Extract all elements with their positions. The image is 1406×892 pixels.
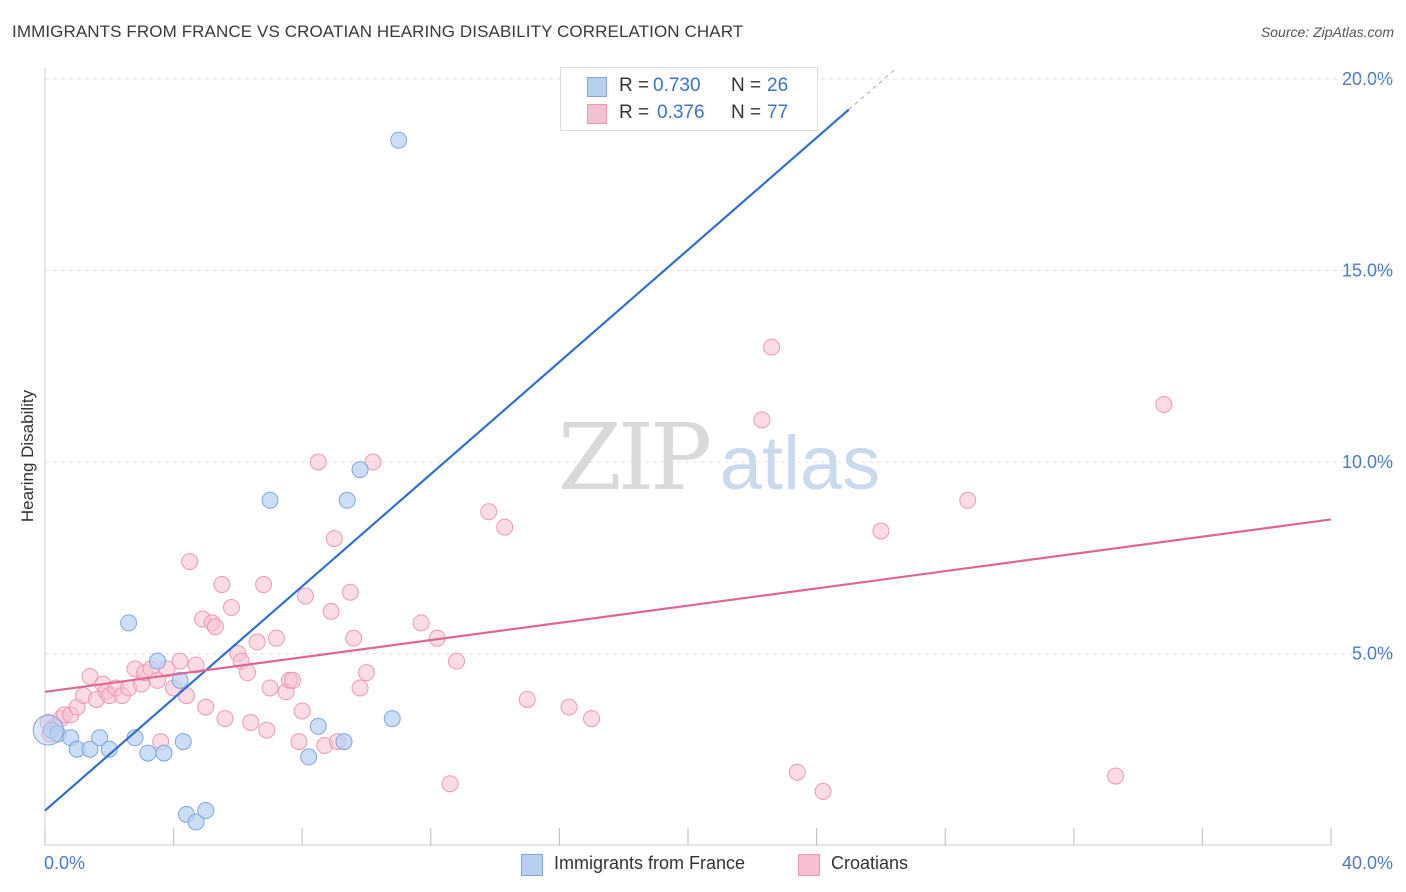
- croatian-swatch: [798, 854, 820, 876]
- watermark-atlas: atlas: [720, 421, 881, 506]
- croatian-point: [322, 602, 340, 620]
- croatian-point: [309, 453, 327, 471]
- croatian-point: [206, 618, 224, 636]
- axis-layer: Hearing Disability 0.0% 40.0%: [18, 389, 1393, 873]
- croatian-swatch: [587, 104, 607, 124]
- croatian-point: [171, 652, 189, 670]
- croatian-point: [518, 690, 536, 708]
- croatian-point: [267, 629, 285, 647]
- stats-legend: R = 0.730 N = 26 R = 0.376 N = 77: [560, 67, 818, 131]
- france-point: [155, 744, 173, 762]
- croatian-point: [325, 530, 343, 548]
- y-tick-label: 10.0%: [1342, 452, 1393, 472]
- croatian-point: [255, 576, 273, 594]
- y-tick-label: 5.0%: [1352, 644, 1393, 664]
- watermark-zip: ZIP: [558, 404, 709, 511]
- france-point: [149, 652, 167, 670]
- france-point: [81, 740, 99, 758]
- france-point: [261, 491, 279, 509]
- france-point: [174, 733, 192, 751]
- y-axis-title: Hearing Disability: [18, 389, 37, 522]
- croatian-trend-line: [44, 518, 1332, 693]
- france-point: [300, 748, 318, 766]
- source-label: Source: ZipAtlas.com: [1260, 24, 1394, 40]
- france-point: [120, 614, 138, 632]
- croatian-point: [480, 503, 498, 521]
- croatian-point: [258, 721, 276, 739]
- france-point: [383, 710, 401, 728]
- croatian-point: [284, 671, 302, 689]
- france-point-cluster: [32, 714, 64, 746]
- croatian-point: [560, 698, 578, 716]
- france-trend-line: [44, 108, 850, 812]
- croatian-point: [296, 587, 314, 605]
- x-tick-label-min: 0.0%: [44, 853, 85, 873]
- croatian-point: [290, 733, 308, 751]
- bottom-legend-label: Croatians: [831, 853, 909, 873]
- croatian-point: [1155, 396, 1173, 414]
- france-point: [171, 671, 189, 689]
- croatian-point: [181, 553, 199, 571]
- croatian-point: [213, 576, 231, 594]
- croatian-point: [496, 518, 514, 536]
- france-point: [187, 813, 205, 831]
- croatian-point: [293, 702, 311, 720]
- legend-n-label: N =: [731, 75, 762, 96]
- croatian-point: [814, 782, 832, 800]
- croatian-point: [763, 338, 781, 356]
- croatian-point: [441, 775, 459, 793]
- france-point: [351, 461, 369, 479]
- croatian-point: [239, 664, 257, 682]
- france-swatch: [587, 77, 607, 97]
- croatian-point: [177, 687, 195, 705]
- watermark: ZIP atlas: [558, 404, 880, 511]
- croatian-point: [242, 713, 260, 731]
- croatian-point: [248, 633, 266, 651]
- croatian-point: [872, 522, 890, 540]
- france-point: [338, 491, 356, 509]
- legend-r-label: R =: [619, 75, 650, 96]
- grid-layer: 5.0%10.0%15.0%20.0%: [44, 68, 1393, 846]
- trend-lines: [44, 67, 1332, 812]
- croatian-point: [341, 583, 359, 601]
- france-point: [100, 740, 118, 758]
- croatian-point: [448, 652, 466, 670]
- france-point: [309, 717, 327, 735]
- legend-n-value: 77: [767, 102, 789, 123]
- france-point: [139, 744, 157, 762]
- legend-n-value: 26: [767, 75, 789, 96]
- croatian-point: [753, 411, 771, 429]
- x-tick-label-max: 40.0%: [1342, 853, 1393, 873]
- croatian-point: [959, 491, 977, 509]
- croatian-points: [39, 338, 1173, 800]
- croatian-point: [216, 710, 234, 728]
- chart-title: IMMIGRANTS FROM FRANCE VS CROATIAN HEARI…: [12, 22, 744, 41]
- legend-r-label: R =: [619, 102, 650, 123]
- croatian-point: [187, 656, 205, 674]
- legend-n-label: N =: [731, 102, 762, 123]
- croatian-point: [351, 679, 369, 697]
- bottom-legend-label: Immigrants from France: [554, 853, 746, 873]
- france-point: [335, 733, 353, 751]
- legend-r-value: 0.730: [653, 75, 701, 96]
- croatian-point: [345, 629, 363, 647]
- france-trend-extension: [848, 67, 898, 111]
- croatian-point: [364, 453, 382, 471]
- croatian-point: [261, 679, 279, 697]
- croatian-point: [1107, 767, 1125, 785]
- croatian-point: [222, 599, 240, 617]
- france-point: [197, 802, 215, 820]
- croatian-point: [358, 664, 375, 682]
- croatian-point: [788, 763, 806, 781]
- france-point: [390, 131, 408, 149]
- france-swatch: [521, 854, 543, 876]
- legend-r-value: 0.376: [657, 102, 705, 123]
- france-point: [91, 729, 109, 747]
- croatian-point: [197, 698, 215, 716]
- croatian-point: [81, 667, 99, 685]
- y-tick-label: 15.0%: [1342, 261, 1393, 281]
- croatian-point: [583, 710, 601, 728]
- croatian-point: [412, 614, 430, 632]
